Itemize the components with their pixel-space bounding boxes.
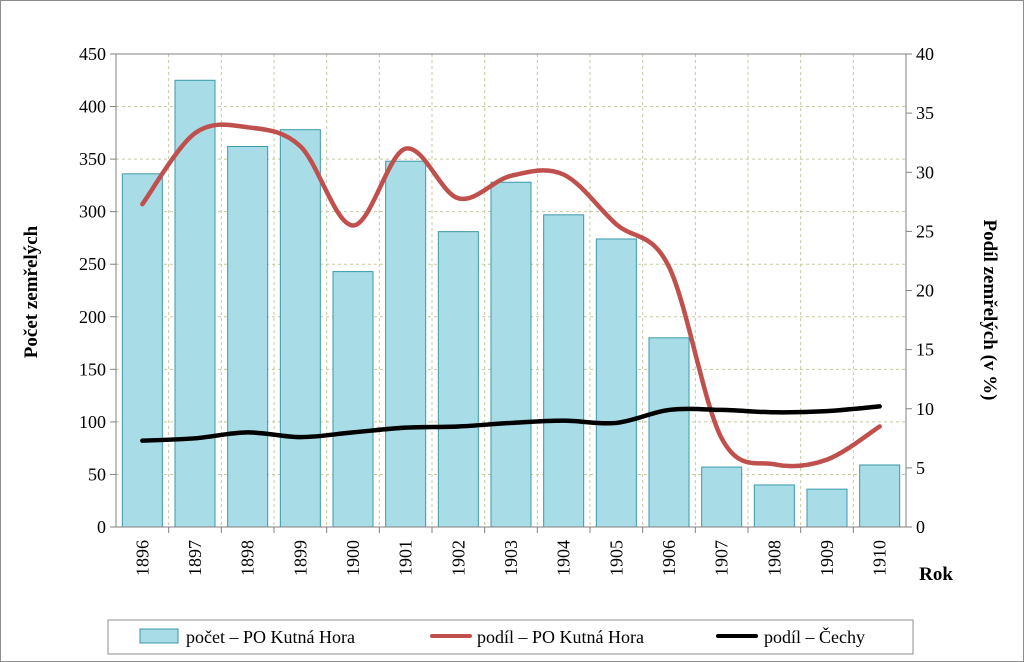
bar-1904 [543,214,585,528]
y-axis-title: Počet zemřelých [21,225,42,358]
x-tick-label: 1904 [554,540,574,576]
x-tick-label: 1896 [132,540,152,576]
gridlines [116,54,906,527]
y-tick-label: 300 [79,202,106,222]
y2-tick-label: 25 [916,221,934,241]
x-tick-label: 1908 [764,540,784,576]
y-tick-label: 50 [88,464,106,484]
x-tick-label: 1901 [396,540,416,576]
y2-tick-label: 5 [916,458,925,478]
y-tick-label: 100 [79,412,106,432]
y2-tick-label: 20 [916,281,934,301]
legend-label-share-cechy: podíl – Čechy [764,626,865,647]
bar-1896 [121,173,163,528]
axes: 0 50 100 150 200 250 300 350 400 450 0 5 10 15 20 25 30 3… [79,44,934,576]
bars [121,79,901,528]
x-tick-label: 1900 [343,540,363,576]
y-tick-label: 350 [79,149,106,169]
bar-1909 [806,488,848,528]
bar-1910 [859,464,901,528]
legend-label-count: počet – PO Kutná Hora [186,627,355,647]
bar-1903 [490,181,532,528]
y-tick-label: 400 [79,97,106,117]
x-axis-title: Rok [919,564,953,585]
y-tick-label: 250 [79,254,106,274]
y2-tick-label: 10 [916,399,934,419]
x-tick-label: 1903 [501,540,521,576]
y-tick-label: 200 [79,307,106,327]
bar-1897 [174,79,216,528]
y-tick-label: 150 [79,359,106,379]
x-tick-label: 1897 [185,540,205,576]
bar-1900 [332,271,374,528]
legend: počet – PO Kutná Hora podíl – PO Kutná H… [107,619,914,655]
y2-tick-label: 15 [916,340,934,360]
bar-1907 [701,466,743,528]
y2-tick-label: 35 [916,103,934,123]
x-tick-label: 1899 [290,540,310,576]
x-tick-label: 1907 [712,540,732,576]
bar-1908 [753,484,795,528]
lines [140,122,882,469]
y2-axis-title: Podíl zemřelých (v %) [979,220,1000,401]
bar-1906 [648,337,690,528]
y-tick-label: 0 [97,517,106,537]
x-tick-label: 1905 [606,540,626,576]
y-tick-label: 450 [79,44,106,64]
x-tick-label: 1898 [238,540,258,576]
bar-1899 [279,129,321,528]
bar-1898 [227,145,269,528]
legend-swatch-bar [139,628,179,644]
x-tick-label: 1909 [817,540,837,576]
bar-1901 [385,160,427,528]
x-tick-label: 1902 [448,540,468,576]
x-tick-label: 1910 [870,540,890,576]
x-tick-label: 1906 [659,540,679,576]
legend-label-share-kh: podíl – PO Kutná Hora [477,627,644,647]
bar-1902 [437,231,479,528]
bar-1905 [595,238,637,528]
legend-box [107,619,914,655]
y2-tick-label: 40 [916,44,934,64]
y2-tick-label: 0 [916,517,925,537]
y2-tick-label: 30 [916,162,934,182]
